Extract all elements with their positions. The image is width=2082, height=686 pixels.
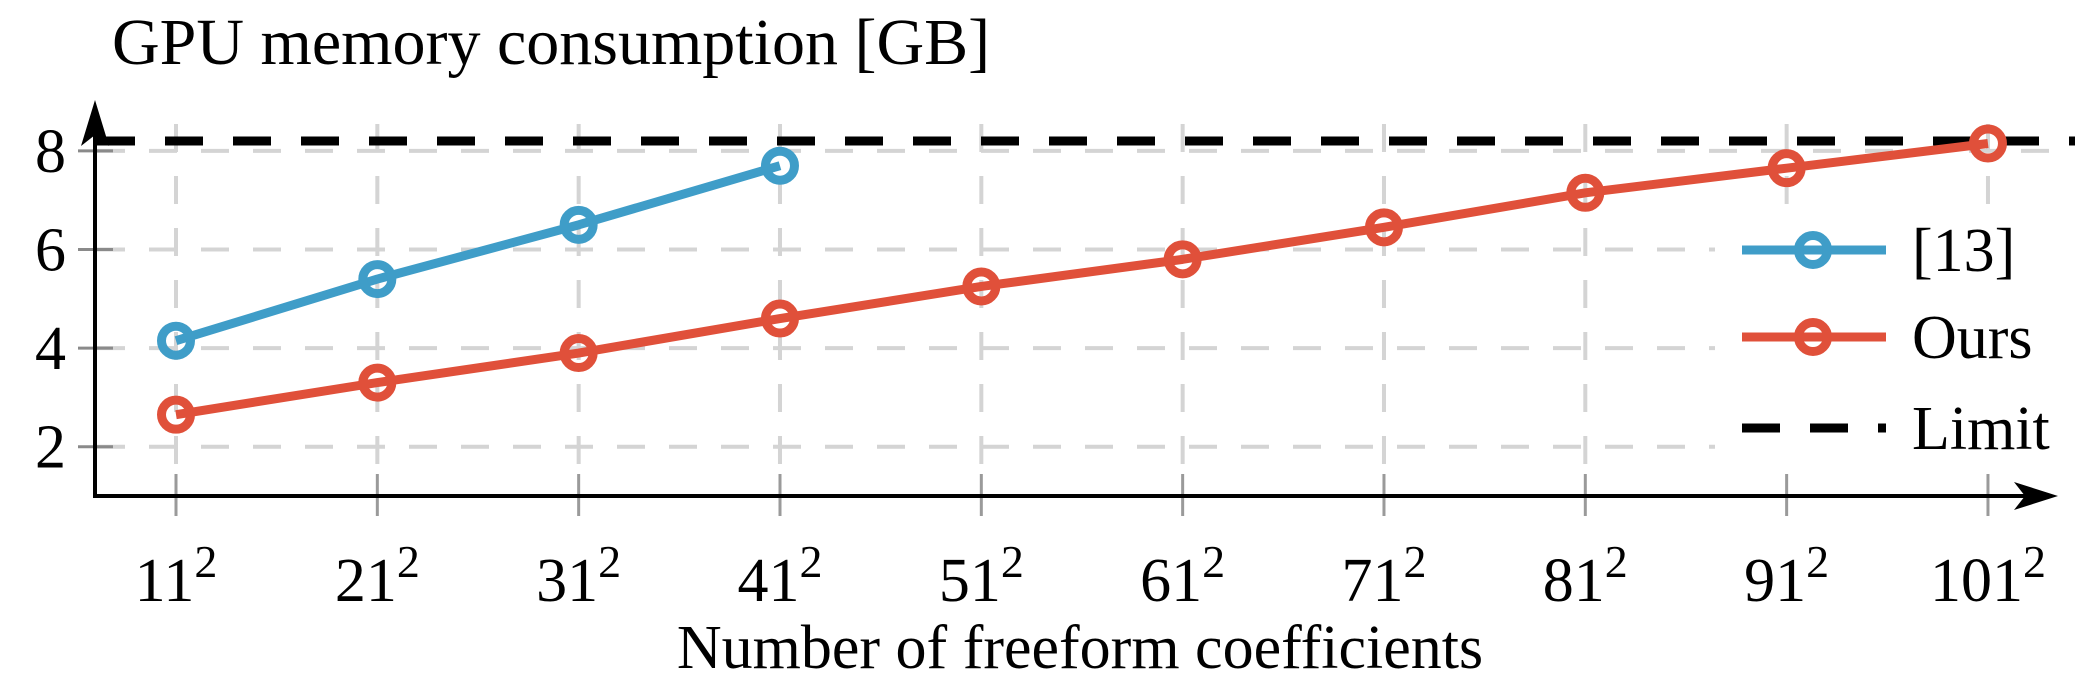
legend-label-13: [13]: [1912, 217, 2015, 285]
x-tick-label-exponent: 2: [598, 536, 621, 587]
tick-marks-layer: [78, 149, 1990, 516]
x-tick-label-base: 11: [135, 547, 195, 615]
y-tick-label: 8: [35, 118, 66, 186]
x-tick-label: 512: [939, 536, 1024, 615]
x-tick-label-base: 81: [1543, 547, 1605, 615]
x-tick-label-exponent: 2: [1605, 536, 1628, 587]
legend-marker-ours: [1794, 318, 1832, 356]
x-tick-label: 312: [536, 536, 621, 615]
data-point-marker-13: [760, 146, 799, 185]
data-point-marker-13: [157, 321, 195, 360]
data-point-marker-ours: [760, 299, 799, 338]
x-tick-label: 912: [1744, 536, 1829, 615]
x-tick-label: 712: [1341, 536, 1426, 615]
x-tick-label: 112: [135, 536, 218, 615]
x-tick-label: 812: [1543, 536, 1628, 615]
x-tick-label-exponent: 2: [1001, 536, 1024, 587]
x-tick-label-base: 41: [737, 547, 799, 615]
legend-label-limit: Limit: [1912, 395, 2050, 463]
data-point-marker-13: [358, 260, 397, 299]
x-tick-label: 1012: [1930, 536, 2046, 615]
x-axis-arrowhead: [2014, 482, 2058, 510]
legend-marker-13: [1794, 231, 1832, 269]
series-line-13: [174, 161, 782, 346]
data-point-marker-ours: [358, 363, 397, 402]
data-point-marker-ours: [1163, 240, 1202, 279]
x-tick-label-base: 71: [1341, 547, 1403, 615]
x-tick-label-base: 31: [536, 547, 598, 615]
x-tick-label-exponent: 2: [1202, 536, 1225, 587]
x-tick-label: 412: [737, 536, 822, 615]
data-point-marker-ours: [157, 395, 195, 434]
x-tick-label: 212: [335, 536, 420, 615]
x-tick-label-exponent: 2: [1403, 536, 1426, 587]
x-tick-label-exponent: 2: [799, 536, 822, 587]
series-line-ours: [175, 139, 1989, 420]
data-point-marker-ours: [1767, 149, 1806, 188]
data-point-marker-ours: [1364, 208, 1403, 247]
legend: [13] Ours Limit: [1715, 217, 2082, 468]
x-tick-label-exponent: 2: [1806, 536, 1829, 587]
data-point-marker-ours: [962, 267, 1001, 306]
data-point-marker-ours: [1968, 124, 2007, 163]
data-point-marker-ours: [559, 334, 598, 373]
y-tick-label: 2: [35, 414, 66, 482]
x-tick-label-base: 91: [1744, 547, 1806, 615]
y-tick-label: 6: [35, 217, 66, 285]
data-point-marker-ours: [1566, 173, 1605, 212]
x-tick-label-exponent: 2: [194, 536, 217, 587]
x-tick-label-base: 101: [1930, 547, 2023, 615]
x-tick-label: 612: [1140, 536, 1225, 615]
x-tick-label-base: 21: [335, 547, 397, 615]
x-tick-label-exponent: 2: [397, 536, 420, 587]
x-tick-label-base: 61: [1140, 547, 1202, 615]
x-tick-label-exponent: 2: [2023, 536, 2046, 587]
y-tick-label: 4: [35, 315, 66, 383]
x-axis-label: Number of freeform coefficients: [677, 614, 1483, 682]
axes-layer: [81, 100, 2058, 510]
legend-label-ours: Ours: [1912, 304, 2033, 372]
data-series-layer: [157, 124, 2007, 434]
y-axis-arrowhead: [81, 100, 109, 146]
x-tick-label-base: 51: [939, 547, 1001, 615]
chart-title: GPU memory consumption [GB]: [112, 6, 990, 79]
data-point-marker-13: [559, 205, 598, 244]
